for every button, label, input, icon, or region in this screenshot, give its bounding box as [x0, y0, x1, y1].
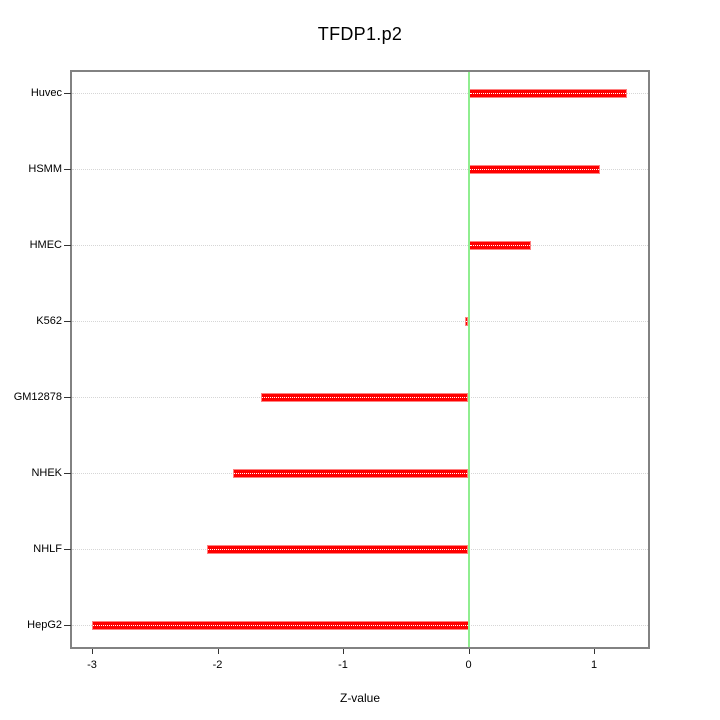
y-tick-k562	[64, 321, 71, 322]
chart-title: TFDP1.p2	[317, 24, 403, 44]
bar-gridline-overlay	[465, 320, 468, 322]
y-axis-label-nhek: NHEK	[31, 467, 62, 479]
x-tick-label-0: 0	[465, 659, 472, 671]
y-axis-label-nhlf: NHLF	[33, 543, 62, 555]
zero-reference-line	[467, 72, 470, 647]
x-tick-1	[594, 649, 595, 654]
y-tick-nhlf	[64, 549, 71, 550]
x-axis-title: Z-value	[339, 691, 380, 705]
y-tick-gm12878	[64, 397, 71, 398]
y-axis-label-hsmm: HSMM	[28, 163, 62, 175]
grid-line-hsmm	[72, 169, 648, 170]
y-axis-label-hmec: HMEC	[29, 239, 62, 251]
y-tick-hsmm	[64, 169, 71, 170]
y-axis-label-k562: K562	[36, 315, 62, 327]
bar-gridline-overlay	[93, 624, 468, 626]
bar-nhlf	[207, 544, 469, 554]
bar-hmec	[468, 240, 532, 250]
bar-hepg2	[92, 620, 469, 630]
bar-gridline-overlay	[262, 396, 468, 398]
y-tick-huvec	[64, 93, 71, 94]
y-axis-label-huvec: Huvec	[30, 87, 62, 99]
grid-line-hmec	[72, 245, 648, 246]
bar-nhek	[232, 468, 469, 478]
y-axis-label-gm12878: GM12878	[13, 391, 62, 403]
bar-hsmm	[468, 164, 601, 174]
x-tick--2	[217, 649, 219, 654]
x-tick-label--2: -2	[212, 659, 223, 671]
bar-gridline-overlay	[233, 472, 468, 474]
y-tick-hmec	[64, 245, 71, 246]
y-tick-nhek	[64, 473, 71, 474]
grid-line-k562	[72, 321, 648, 322]
plot-area	[70, 70, 650, 649]
bar-gridline-overlay	[208, 548, 468, 550]
x-tick-label--3: -3	[87, 659, 97, 671]
y-tick-hepg2	[64, 625, 71, 626]
bar-huvec	[468, 88, 627, 98]
bar-gridline-overlay	[469, 92, 626, 94]
bar-gm12878	[261, 392, 469, 402]
x-tick-label--1: -1	[338, 659, 348, 671]
bar-gridline-overlay	[469, 168, 600, 170]
x-tick--1	[343, 649, 344, 654]
x-tick--3	[92, 649, 93, 654]
y-axis-label-hepg2: HepG2	[27, 619, 62, 631]
bar-gridline-overlay	[469, 244, 531, 246]
x-tick-label-1: 1	[590, 659, 598, 671]
grid-line-huvec	[72, 93, 648, 94]
x-tick-0	[468, 649, 470, 654]
